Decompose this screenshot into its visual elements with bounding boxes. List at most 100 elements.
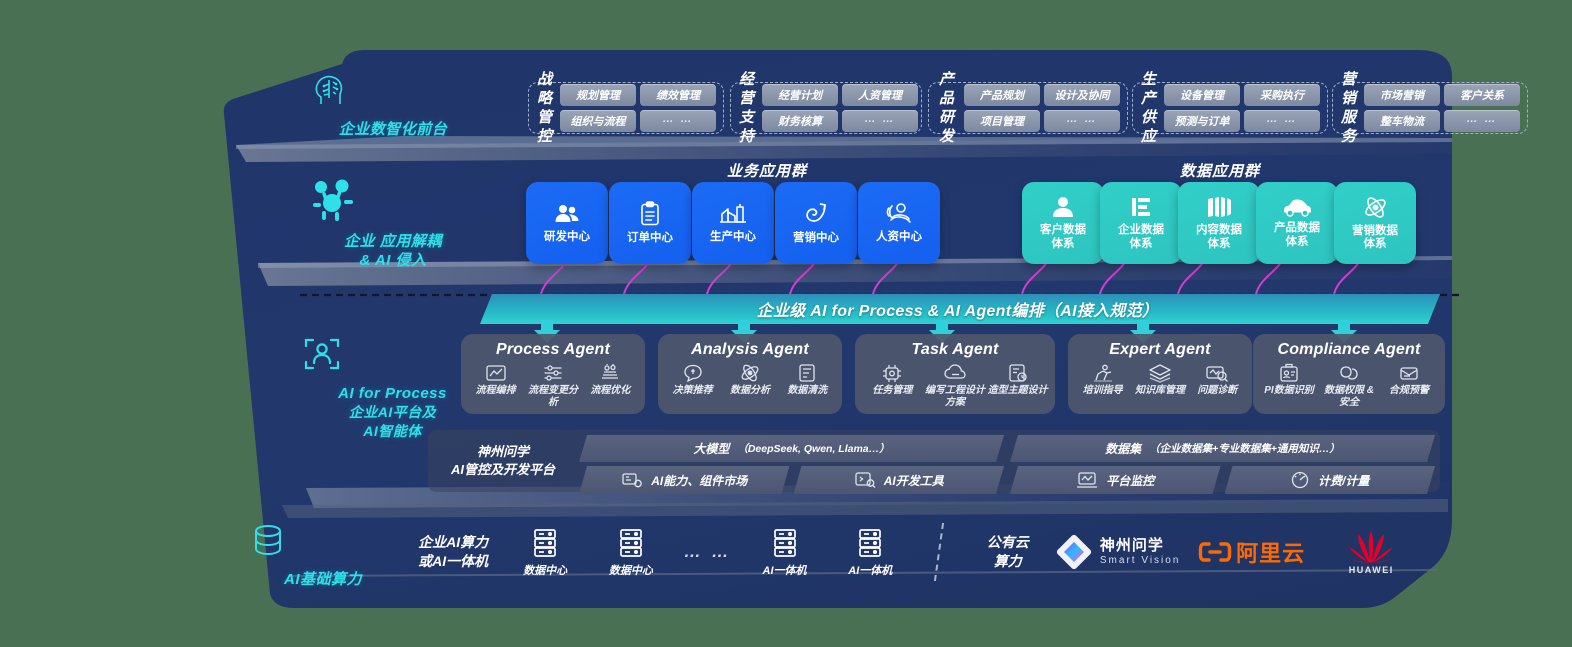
data-card-product[interactable]: 产品数据 体系 [1256,182,1338,264]
domain-group-production-supply[interactable]: 生产 供应 设备管理 采购执行 预测与订单 … … [1132,71,1328,145]
rail-label: AI for Process [338,385,447,402]
app-card-marketing-center[interactable]: 营销中心 [775,182,857,264]
agent-card-analysis[interactable]: Analysis Agent 决策推荐 数据分析 数据清洗 [658,334,842,414]
domain-chip[interactable]: 财务核算 [762,110,839,132]
infra-label: 公有云 算力 [986,534,1029,569]
domain-group-strategy[interactable]: 战略 管控 规划管理 绩效管理 组织与流程 … … [528,71,724,145]
platform-name-line2: AI管控及开发平台 [450,462,555,477]
domain-chip[interactable]: 客户关系 [1444,84,1521,106]
platform-monitor-cell[interactable]: 平台监控 [1010,466,1221,494]
domain-chip-more[interactable]: … … [842,110,919,132]
app-card-order-center[interactable]: 订单中心 [609,182,691,264]
domain-group-product-rd[interactable]: 产品 研发 产品规划 设计及协同 项目管理 … … [928,71,1128,145]
domain-chip[interactable]: 项目管理 [964,110,1040,132]
agent-feature-list: 任务管理 编写工程设计方案 造型主题设计 [861,363,1049,408]
domain-group-operations[interactable]: 经营 支持 经营计划 人资管理 财务核算 … … [730,71,922,145]
ai-dev-tool-label: AI开发工具 [883,473,944,488]
domain-chip[interactable]: 设计及协同 [1044,84,1120,106]
llm-bar[interactable]: 大模型 （DeepSeek, Qwen, Llama…） [579,435,1004,462]
agent-feature[interactable]: 流程变更分析 [525,363,582,408]
domain-chip-more[interactable]: … … [1044,110,1120,132]
agent-feature[interactable]: PI数据识别 [1259,363,1318,397]
cloud-write-icon [943,363,967,383]
server-icon [531,527,559,559]
data-card-marketing[interactable]: 营销数据 体系 [1334,182,1416,264]
banner-to-agent-arrows [534,320,1357,343]
agent-feature-label: 造型主题设计 [987,385,1048,396]
user-avatar-icon [1051,195,1075,219]
app-card-hr-center[interactable]: 人资中心 [858,182,940,264]
agent-feature[interactable]: 合规预警 [1379,363,1438,397]
data-card-content[interactable]: 内容数据 体系 [1178,182,1260,264]
agent-feature[interactable]: 问题诊断 [1189,363,1246,397]
dataset-label: 数据集 [1105,442,1142,456]
rail-label: 企业数智化前台 [338,121,448,138]
agent-feature[interactable]: 知识库管理 [1132,363,1189,397]
agent-feature[interactable]: 数据权限 & 安全 [1319,363,1378,408]
car-icon [1282,197,1312,217]
domain-title: 经营 支持 [739,71,756,145]
app-card-label: 研发中心 [544,230,590,243]
app-card-label: 生产中心 [710,230,756,243]
domain-chip[interactable]: 采购执行 [1244,84,1321,106]
data-card-enterprise[interactable]: 企业数据 体系 [1100,182,1182,264]
data-card-customer[interactable]: 客户数据 体系 [1022,182,1104,264]
infra-datacenter-2[interactable]: 数据中心 [588,527,674,578]
agent-feature[interactable]: 数据分析 [722,363,779,397]
domain-chip[interactable]: 人资管理 [842,84,919,106]
layers-icon [1148,363,1172,383]
ai-capability-market-cell[interactable]: AI能力、组件市场 [579,466,790,494]
domain-chip[interactable]: 绩效管理 [640,84,717,106]
agent-feature[interactable]: 流程优化 [582,363,639,397]
agent-feature[interactable]: 数据清洗 [779,363,836,397]
infrastructure-row: 企业AI算力 或AI一体机 数据中心 数据中心 [404,512,1424,592]
dataset-bar[interactable]: 数据集 （企业数据集+专业数据集+通用知识…） [1010,435,1435,462]
shenzhou-wenxue-logo[interactable]: 神州问学 Smart Vision [1051,533,1185,571]
domain-chip[interactable]: 整车物流 [1364,110,1441,132]
infra-allinone-1[interactable]: AI一体机 [742,527,828,578]
agent-card-task[interactable]: Task Agent 任务管理 编写工程设计方案 造型主题设计 [855,334,1055,414]
data-card-label: 企业数据 体系 [1118,224,1164,250]
domain-chip[interactable]: 预测与订单 [1164,110,1241,132]
agent-card-compliance[interactable]: Compliance Agent PI数据识别 数据权限 & 安全 合规预警 [1253,334,1445,414]
rail-front-office: 企业数智化前台 [308,68,478,139]
agent-feature[interactable]: 造型主题设计 [987,363,1049,397]
billing-metering-cell[interactable]: 计费/计量 [1225,466,1436,494]
agent-feature[interactable]: 任务管理 [861,363,923,397]
domain-title: 产品 研发 [938,71,955,145]
agent-feature[interactable]: 编写工程设计方案 [924,363,986,408]
domain-chip-more[interactable]: … … [1444,110,1521,132]
platform-name-line1: 神州问学 [476,444,529,459]
domain-chip[interactable]: 产品规划 [964,84,1040,106]
domain-chip[interactable]: 设备管理 [1164,84,1241,106]
agent-feature[interactable]: 培训指导 [1074,363,1131,397]
domain-chip-more[interactable]: … … [1244,110,1321,132]
domain-chip[interactable]: 经营计划 [762,84,839,106]
gauge-icon [1290,471,1310,489]
agent-feature[interactable]: 流程编排 [467,363,524,397]
domain-group-marketing-service[interactable]: 营销 服务 市场营销 客户关系 整车物流 … … [1332,71,1528,145]
agent-feature-label: 合规预警 [1388,385,1429,396]
ai-dev-tool-cell[interactable]: AI开发工具 [794,466,1005,494]
aliyun-text: 阿里云 [1236,541,1306,566]
doc-clock-icon [1007,363,1029,383]
infra-datacenter-1[interactable]: 数据中心 [502,527,588,578]
domain-chip[interactable]: 组织与流程 [560,110,637,132]
domain-chip[interactable]: 市场营销 [1364,84,1441,106]
domain-chip[interactable]: 规划管理 [560,84,637,106]
infra-label: 数据中心 [523,564,568,577]
app-card-rd-center[interactable]: 研发中心 [526,182,608,264]
aliyun-logo[interactable]: 阿里云 [1185,536,1319,568]
doc-clean-icon [796,363,818,383]
huawei-logo[interactable]: HUAWEI [1319,529,1424,575]
speech-bulb-icon [682,363,704,383]
domain-chip-more[interactable]: … … [640,110,717,132]
app-card-production-center[interactable]: 生产中心 [692,182,774,264]
app-card-label: 营销中心 [793,231,839,244]
infra-allinone-2[interactable]: AI一体机 [827,527,913,578]
rail-ai-for-process: AI for Process 企业AI平台及 AI智能体 [300,332,485,441]
agent-card-process[interactable]: Process Agent 流程编排 流程变更分析 流程优化 [461,334,645,414]
agent-card-expert[interactable]: Expert Agent 培训指导 知识库管理 问题诊断 [1068,334,1252,414]
agent-feature[interactable]: 决策推荐 [664,363,721,397]
